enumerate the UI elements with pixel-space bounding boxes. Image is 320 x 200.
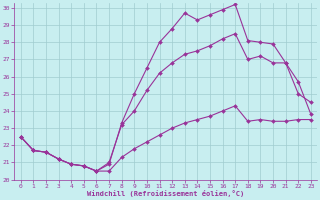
X-axis label: Windchill (Refroidissement éolien,°C): Windchill (Refroidissement éolien,°C)	[87, 190, 244, 197]
